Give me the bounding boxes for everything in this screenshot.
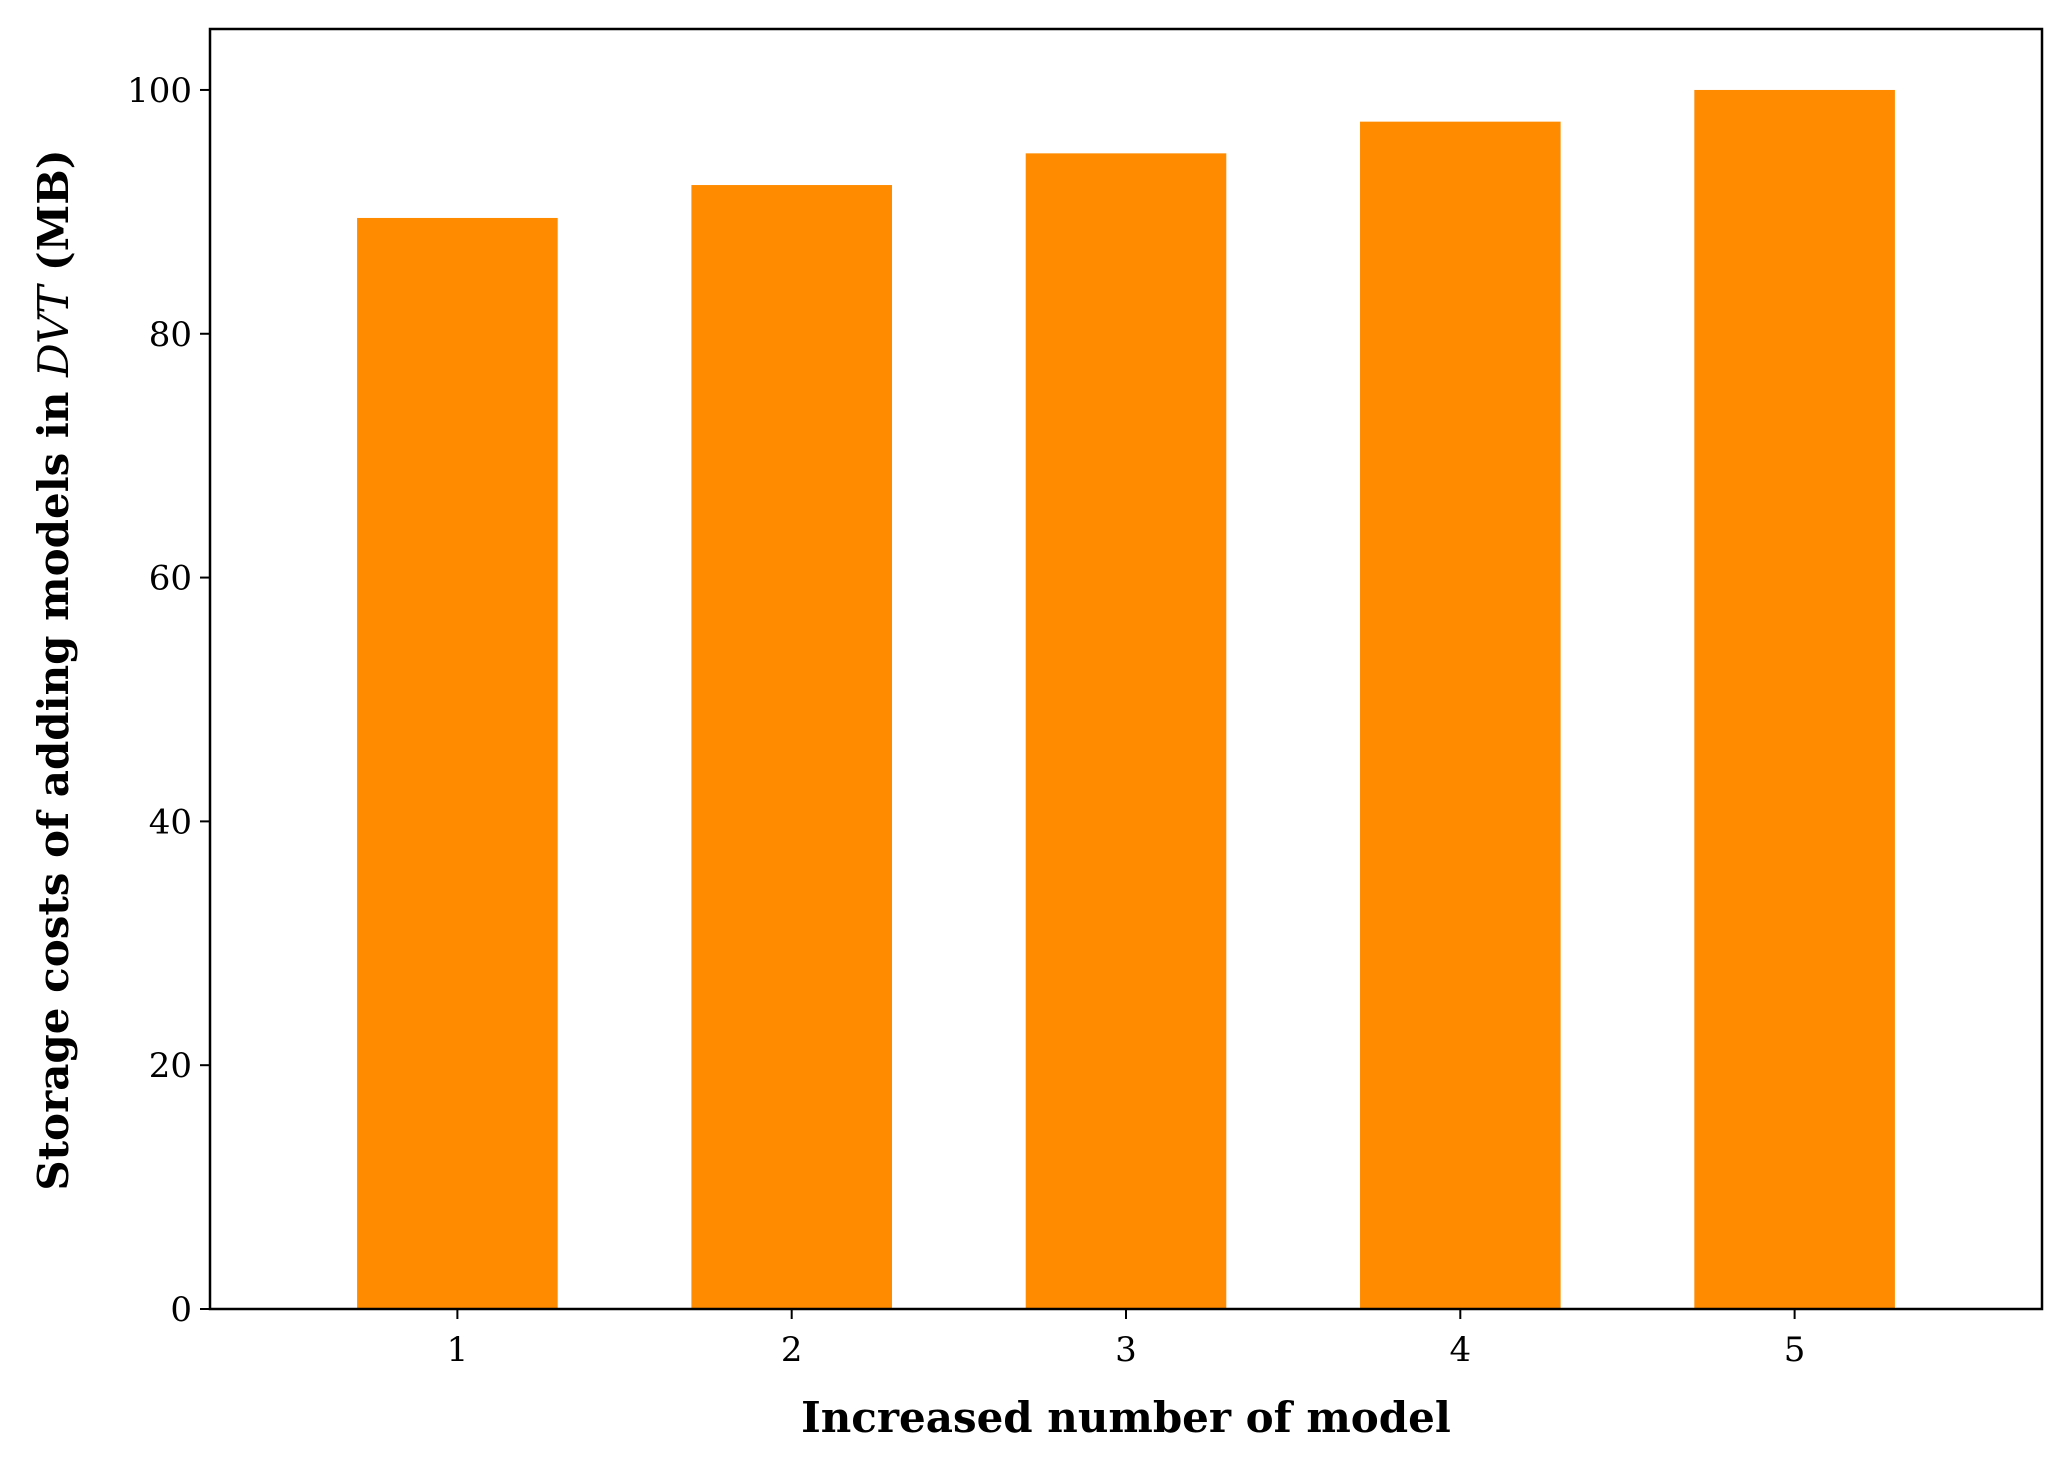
y-tick-label-80: 80 [149,315,192,355]
y-axis-ticks: 0 20 40 60 80 100 [127,71,210,1330]
y-tick-label-100: 100 [127,71,192,111]
y-axis-label-math: DVT [29,283,78,378]
x-tick-label-3: 3 [1115,1330,1137,1370]
y-axis-label: Storage costs of adding models in DVT (M… [29,149,78,1190]
bars-group [357,89,1895,1310]
bar-5 [1694,89,1895,1309]
y-tick-label-0: 0 [170,1290,192,1330]
x-tick-label-2: 2 [781,1330,803,1370]
x-tick-label-5: 5 [1784,1330,1806,1370]
bar-2 [691,185,892,1310]
bar-4 [1360,121,1561,1310]
y-tick-label-40: 40 [149,802,192,842]
x-axis-label: Increased number of model [801,1393,1451,1442]
bar-3 [1025,153,1227,1309]
x-tick-label-1: 1 [447,1330,469,1370]
y-tick-label-20: 20 [149,1046,192,1086]
y-axis-label-prefix: Storage costs of adding models in [29,377,78,1191]
x-tick-label-4: 4 [1449,1330,1471,1370]
y-axis-label-suffix: (MB) [29,149,78,271]
y-tick-label-60: 60 [149,559,192,599]
bar-1 [357,217,558,1309]
x-axis-ticks: 1 2 3 4 5 [447,1309,1806,1370]
